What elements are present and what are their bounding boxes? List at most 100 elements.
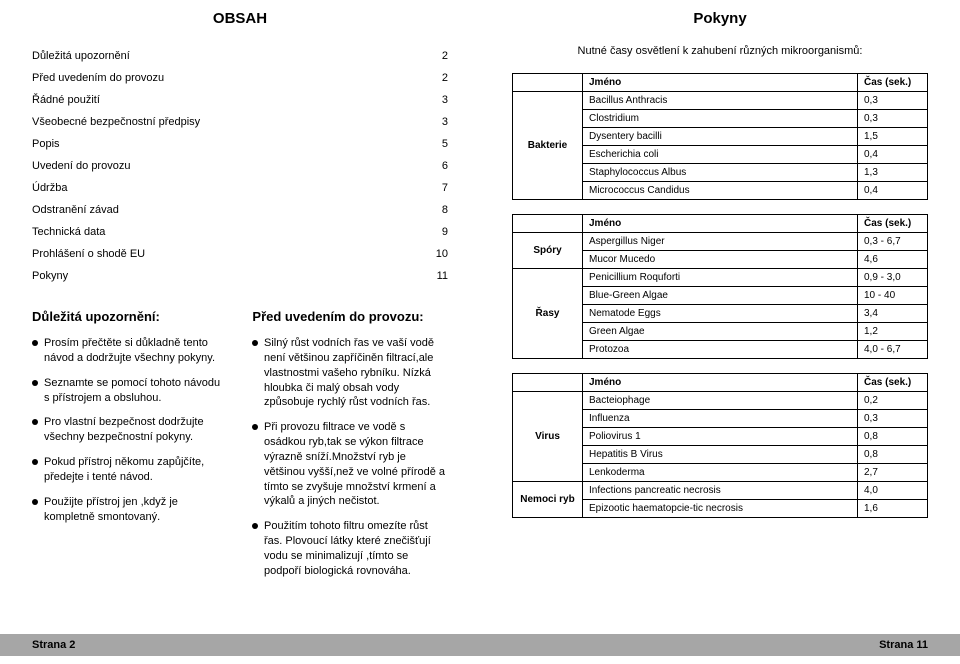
table-cell-name: Bacteiophage	[583, 392, 858, 410]
table-cell-name: Lenkoderma	[583, 464, 858, 482]
table-cell-name: Penicillium Roquforti	[583, 269, 858, 287]
table-category: Spóry	[513, 233, 583, 269]
table-cell-name: Influenza	[583, 410, 858, 428]
bullet-dot-icon	[252, 523, 258, 529]
toc-row: Údržba 7	[32, 177, 448, 199]
intro-line: Nutné časy osvětlení k zahubení různých …	[512, 45, 928, 57]
toc-row: Popis5	[32, 133, 448, 155]
toc-row: Před uvedením do provozu2	[32, 67, 448, 89]
table-cell-name: Hepatitis B Virus	[583, 446, 858, 464]
table-category: Virus	[513, 392, 583, 482]
table-cell-name: Escherichia coli	[583, 146, 858, 164]
table-cell-name: Micrococcus Candidus	[583, 182, 858, 200]
right-title: Pokyny	[512, 10, 928, 27]
table-header-empty	[513, 215, 583, 233]
table-cell-name: Epizootic haematopcie-tic necrosis	[583, 500, 858, 518]
toc-row: Technická data 9	[32, 221, 448, 243]
toc-page: 3	[442, 116, 448, 128]
table-row: VirusBacteiophage0,2	[513, 392, 928, 410]
bullet-item: Seznamte se pomocí tohoto návodu s příst…	[32, 376, 228, 406]
right-footer-text: Strana 11	[879, 639, 928, 651]
bullet-text: Pokud přístroj někomu zapůjčíte, předejt…	[44, 455, 228, 485]
toc-row: Řádné použití3	[32, 89, 448, 111]
toc-page: 7	[442, 182, 448, 194]
bullet-text: Silný růst vodních řas ve vaší vodě není…	[264, 336, 448, 410]
table-row: BakterieBacillus Anthracis0,3	[513, 92, 928, 110]
toc-label: Odstranění závad	[32, 204, 119, 216]
bullet-dot-icon	[252, 340, 258, 346]
preuse-list: Silný růst vodních řas ve vaší vodě není…	[252, 336, 448, 579]
bullet-item: Prosím přečtěte si důkladně tento návod …	[32, 336, 228, 366]
bullet-item: Použitím tohoto filtru omezíte růst řas.…	[252, 519, 448, 578]
toc-page: 9	[442, 226, 448, 238]
table-category: Bakterie	[513, 92, 583, 200]
table-category: Řasy	[513, 269, 583, 359]
left-title: OBSAH	[32, 10, 448, 27]
table-header-name: Jméno	[583, 374, 858, 392]
table-cell-name: Infections pancreatic necrosis	[583, 482, 858, 500]
toc-row: Uvedení do provozu 6	[32, 155, 448, 177]
table-cell-value: 0,3	[858, 92, 928, 110]
data-table: JménoČas (sek.)BakterieBacillus Anthraci…	[512, 73, 928, 200]
toc-label: Údržba	[32, 182, 67, 194]
table-cell-value: 10 - 40	[858, 287, 928, 305]
table-of-contents: Důležitá upozornění2Před uvedením do pro…	[32, 45, 448, 287]
right-footer: Strana 11	[480, 634, 960, 656]
warnings-column: Důležitá upozornění: Prosím přečtěte si …	[32, 309, 228, 589]
table-cell-name: Aspergillus Niger	[583, 233, 858, 251]
table-cell-name: Clostridium	[583, 110, 858, 128]
toc-page: 6	[442, 160, 448, 172]
table-cell-name: Blue-Green Algae	[583, 287, 858, 305]
left-footer: Strana 2	[0, 634, 480, 656]
toc-page: 5	[442, 138, 448, 150]
table-row: Nemoci rybInfections pancreatic necrosis…	[513, 482, 928, 500]
table-cell-value: 0,4	[858, 182, 928, 200]
table-cell-value: 1,3	[858, 164, 928, 182]
bullet-item: Použijte přístroj jen ,když je kompletně…	[32, 495, 228, 525]
table-cell-value: 1,5	[858, 128, 928, 146]
table-header-time: Čas (sek.)	[858, 215, 928, 233]
toc-page: 8	[442, 204, 448, 216]
bullet-text: Při provozu filtrace ve vodě s osádkou r…	[264, 420, 448, 509]
table-cell-name: Mucor Mucedo	[583, 251, 858, 269]
tables-container: Jméno Čas (sek.) BakterieBacillus Anthraci…	[512, 73, 928, 532]
bullet-text: Prosím přečtěte si důkladně tento návod …	[44, 336, 228, 366]
table-cell-value: 0,2	[858, 392, 928, 410]
toc-label: Řádné použití	[32, 94, 100, 106]
left-page: OBSAH Důležitá upozornění2Před uvedením …	[0, 0, 480, 664]
toc-label: Pokyny	[32, 270, 68, 282]
toc-label: Prohlášení o shodě EU	[32, 248, 145, 260]
toc-row: Všeobecné bezpečnostní předpisy 3	[32, 111, 448, 133]
toc-row: Odstranění závad 8	[32, 199, 448, 221]
bullet-text: Seznamte se pomocí tohoto návodu s příst…	[44, 376, 228, 406]
toc-row: Pokyny 11	[32, 265, 448, 287]
table-cell-name: Bacillus Anthracis	[583, 92, 858, 110]
table-header-name: Jméno	[583, 74, 858, 92]
toc-row: Důležitá upozornění2	[32, 45, 448, 67]
bullet-item: Pokud přístroj někomu zapůjčíte, předejt…	[32, 455, 228, 485]
table-cell-name: Poliovirus 1	[583, 428, 858, 446]
bullet-text: Použijte přístroj jen ,když je kompletně…	[44, 495, 228, 525]
table-cell-name: Green Algae	[583, 323, 858, 341]
table-cell-name: Staphylococcus Albus	[583, 164, 858, 182]
table-cell-value: 3,4	[858, 305, 928, 323]
toc-page: 11	[437, 270, 448, 282]
table-cell-value: 0,8	[858, 428, 928, 446]
right-page: Pokyny Nutné časy osvětlení k zahubení r…	[480, 0, 960, 664]
left-footer-text: Strana 2	[32, 639, 75, 651]
bullet-item: Pro vlastní bezpečnost dodržujte všechny…	[32, 415, 228, 445]
bullet-dot-icon	[32, 499, 38, 505]
data-table: JménoČas (sek.)VirusBacteiophage0,2Influ…	[512, 373, 928, 518]
toc-label: Všeobecné bezpečnostní předpisy	[32, 116, 200, 128]
table-cell-name: Protozoa	[583, 341, 858, 359]
table-cell-value: 4,0 - 6,7	[858, 341, 928, 359]
bullet-dot-icon	[252, 424, 258, 430]
table-cell-value: 1,2	[858, 323, 928, 341]
toc-page: 2	[442, 72, 448, 84]
toc-page: 10	[436, 248, 448, 260]
toc-label: Uvedení do provozu	[32, 160, 130, 172]
table-cell-name: Nematode Eggs	[583, 305, 858, 323]
toc-label: Důležitá upozornění	[32, 50, 130, 62]
table-cell-value: 4,0	[858, 482, 928, 500]
toc-label: Technická data	[32, 226, 105, 238]
